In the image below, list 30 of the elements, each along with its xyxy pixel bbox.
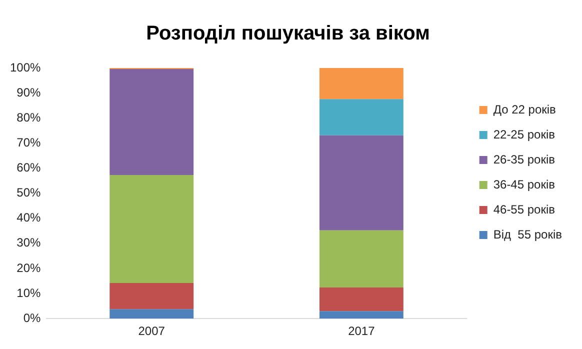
legend-label: 22-25 років — [493, 127, 556, 142]
y-tick-label: 100% — [10, 60, 42, 74]
x-tick-label: 2017 — [348, 324, 376, 338]
bar — [110, 283, 194, 310]
legend-label: До 22 років — [493, 102, 556, 116]
legend-label: Від 55 років — [493, 227, 562, 242]
y-tick-label: 80% — [16, 110, 42, 124]
bar — [319, 288, 404, 312]
legend-label: 46-55 років — [493, 202, 556, 216]
bar — [110, 175, 194, 284]
bar — [319, 230, 404, 288]
chart-title: Розподіл пошукачів за віком — [146, 22, 430, 45]
y-tick-label: 30% — [16, 236, 42, 250]
bar — [110, 309, 194, 319]
y-tick-label: 70% — [16, 135, 42, 150]
bar — [319, 99, 404, 136]
bar — [319, 311, 404, 319]
y-tick-label: 40% — [16, 210, 42, 225]
y-tick-label: 20% — [16, 260, 42, 275]
bar — [319, 135, 404, 230]
y-tick-label: 60% — [16, 160, 42, 175]
x-tick-label: 2007 — [138, 324, 166, 338]
y-tick-label: 50% — [16, 186, 42, 200]
y-tick-label: 0% — [23, 310, 42, 325]
legend-label: 26-35 років — [493, 152, 556, 166]
y-tick-label: 90% — [16, 85, 42, 100]
y-tick-label: 10% — [16, 286, 42, 300]
bar — [110, 69, 194, 176]
bar — [319, 68, 404, 100]
legend-label: 36-45 років — [493, 177, 556, 192]
